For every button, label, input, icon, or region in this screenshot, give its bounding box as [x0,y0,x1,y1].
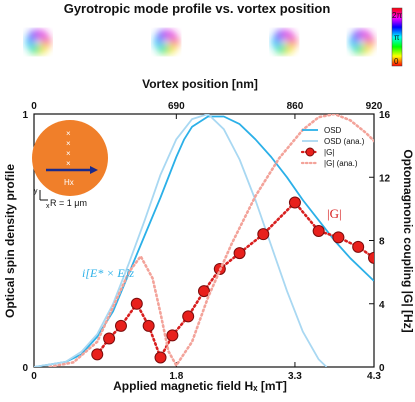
top-tick-label: 920 [366,101,383,112]
x-tick-label: 3.3 [288,371,302,382]
cross-product-annotation: i[E* × E]z [82,266,134,280]
svg-text:×: × [66,129,71,138]
svg-text:×: × [66,149,71,158]
colorbar-tick-2pi: 2π [392,11,402,20]
svg-text:×: × [66,159,71,168]
colorbar: 2π π 0 [391,7,402,67]
x-axis-label: Applied magnetic field Hₓ [mT] [113,379,287,393]
series-line-1 [34,114,328,367]
g-point [368,251,374,264]
g-point [130,297,143,310]
legend-label-3: |G| (ana.) [324,159,358,168]
g-point [198,285,210,298]
g-point [182,310,195,323]
mode-core [162,38,170,46]
legend-label-1: OSD (ana.) [324,137,365,146]
series-line-3 [48,114,374,367]
legend-marker [305,147,315,157]
x-tick-label: 4.3 [367,371,381,382]
top-tick-label: 860 [287,101,304,112]
mode-core [358,38,366,46]
top-tick-label: 690 [168,101,185,112]
g-point [288,196,301,209]
g-point [103,332,116,345]
g-point [233,247,246,260]
colorbar-tick-pi: π [394,33,400,42]
right-axis-label: Optomagnonic coupling |G| [Hz] [401,149,415,332]
colorbar-tick-0: 0 [394,57,399,66]
right-tick-label: 8 [379,237,385,248]
g-point [142,319,155,332]
x-tick-label: 0 [31,371,37,382]
right-tick-label: 0 [379,363,385,374]
figure-title: Gyrotropic mode profile vs. vortex posit… [64,1,331,16]
legend: OSD OSD (ana.) |G| |G| (ana.) [300,126,365,168]
right-tick-label: 16 [379,110,391,121]
legend-label-0: OSD [324,126,342,135]
mode-core [280,38,288,46]
g-annotation: |G| [327,206,342,221]
top-tick-label: 0 [31,101,37,112]
g-point [154,351,167,364]
series-group [34,114,374,367]
left-tick-label: 1 [22,110,28,121]
left-axis-label: Optical spin density profile [3,164,17,318]
inset-axis-y: y [34,188,38,195]
right-tick-label: 4 [379,300,385,311]
inset-disk [32,120,108,196]
mode-core [34,38,42,46]
g-point [332,231,345,244]
left-tick-label: 0 [22,363,28,374]
mode-profile-1 [25,30,51,54]
series-line-2 [96,201,374,359]
mode-profile-2 [153,30,179,54]
g-point [312,225,325,238]
g-point [257,228,270,241]
x-tick-label: 1.8 [169,371,183,382]
svg-text:×: × [66,139,71,148]
top-axis-label: Vortex position [nm] [142,77,258,91]
mode-profile-3 [271,30,297,54]
inset-schematic: ×× ×× Hx R = 1 μm y x [32,120,108,210]
g-point [352,240,365,253]
g-point [114,319,127,332]
radius-label: R = 1 μm [50,198,87,208]
g-point [91,348,104,361]
legend-label-2: |G| [324,148,334,157]
mode-profile-4 [349,30,375,54]
series-line-0 [34,115,374,367]
hx-label: Hx [64,178,74,187]
g-point [166,329,179,342]
right-tick-label: 12 [379,173,391,184]
inset-axis-x: x [46,203,50,210]
